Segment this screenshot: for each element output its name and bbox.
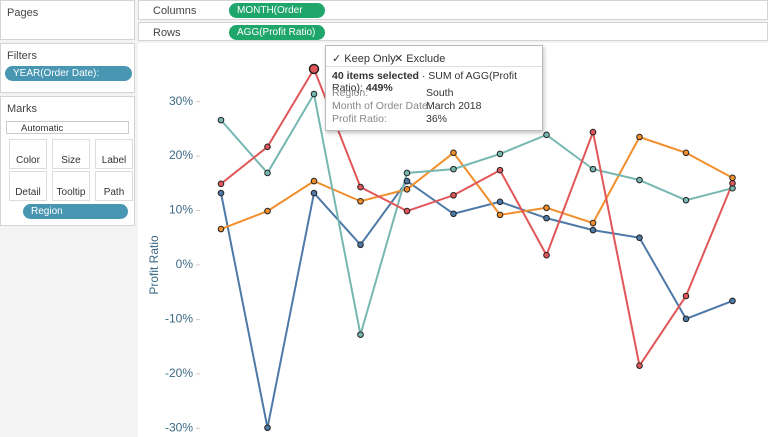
data-point[interactable]: [543, 251, 550, 259]
pages-panel: Pages: [0, 0, 135, 40]
data-point[interactable]: [217, 189, 225, 197]
data-point[interactable]: [682, 292, 690, 300]
data-point[interactable]: [310, 90, 318, 98]
data-point[interactable]: [636, 176, 643, 184]
data-point[interactable]: [682, 315, 690, 323]
data-point[interactable]: [589, 128, 597, 136]
y-tick-label: -20%: [165, 366, 193, 380]
data-point[interactable]: [543, 214, 550, 222]
y-tick-label: 30%: [169, 94, 193, 108]
data-point[interactable]: [403, 185, 411, 193]
y-tick-label: 10%: [169, 203, 193, 217]
data-point[interactable]: [264, 169, 271, 177]
rows-pill[interactable]: AGG(Profit Ratio): [229, 25, 325, 40]
data-point[interactable]: [496, 211, 504, 219]
filters-title: Filters: [7, 50, 37, 62]
data-point[interactable]: [264, 143, 271, 151]
y-tick-label: 20%: [169, 148, 193, 162]
mark-button[interactable]: Label: [95, 139, 133, 169]
y-tick-label: -30%: [165, 420, 193, 434]
field-value: March 2018: [426, 100, 482, 112]
data-point[interactable]: [450, 191, 457, 199]
y-tick-label: 0%: [176, 257, 194, 271]
rows-label: Rows: [153, 27, 181, 39]
data-point[interactable]: [217, 225, 225, 233]
mark-button[interactable]: Size: [52, 139, 90, 169]
keep-only[interactable]: ✓ Keep Only: [332, 53, 396, 65]
data-point[interactable]: [636, 234, 643, 242]
data-point[interactable]: [264, 207, 271, 215]
data-point[interactable]: [543, 204, 550, 212]
data-point[interactable]: [217, 180, 225, 188]
pages-title: Pages: [7, 7, 39, 19]
data-point[interactable]: [589, 226, 597, 234]
data-point[interactable]: [357, 183, 364, 191]
data-point[interactable]: [403, 177, 411, 185]
data-point[interactable]: [636, 133, 643, 141]
marks-title: Marks: [7, 103, 37, 115]
mark-button[interactable]: Detail: [9, 171, 47, 201]
data-point[interactable]: [729, 174, 736, 182]
field-name: Month of Order Date:: [332, 100, 431, 112]
data-point[interactable]: [450, 210, 457, 218]
columns-shelf: Columns MONTH(Order Da..: [138, 0, 768, 31]
field-value: South: [426, 87, 454, 99]
data-point[interactable]: [729, 297, 736, 305]
y-tick-label: -10%: [165, 312, 193, 326]
data-point[interactable]: [496, 198, 504, 206]
series-line: [220, 179, 733, 428]
exclude[interactable]: ✕ Exclude: [394, 53, 446, 65]
mark-type-dropdown[interactable]: Automatic: [6, 121, 129, 134]
data-point[interactable]: [357, 331, 364, 338]
filter-pill[interactable]: YEAR(Order Date): 2018: [5, 66, 132, 94]
mark-button[interactable]: Path: [95, 171, 133, 201]
data-point[interactable]: [682, 149, 690, 157]
data-point[interactable]: [403, 207, 411, 215]
data-point[interactable]: [450, 165, 457, 173]
field-name: Profit Ratio:: [332, 113, 387, 125]
y-axis-title: Profit Ratio: [147, 235, 161, 295]
data-point[interactable]: [589, 165, 597, 173]
marks-panel: Marks Automatic Color Size Label Detail Tool…: [0, 96, 135, 226]
summary: · SUM of AGG(Profit Ratio):: [332, 70, 517, 94]
data-point[interactable]: [357, 197, 364, 205]
data-point[interactable]: [450, 149, 457, 157]
data-point[interactable]: [310, 177, 318, 185]
data-point[interactable]: [357, 241, 364, 249]
rows-shelf: Rows AGG(Profit Ratio): [138, 22, 768, 41]
summary-total: 449%: [365, 82, 393, 94]
data-point[interactable]: [682, 196, 690, 204]
series-line: [220, 66, 734, 369]
data-point[interactable]: [496, 166, 504, 174]
data-point[interactable]: [636, 362, 643, 369]
field-name: Region:: [332, 87, 369, 99]
columns-label: Columns: [153, 5, 197, 17]
filters-panel: Filters YEAR(Order Date): 2018: [0, 43, 135, 94]
data-point[interactable]: [308, 63, 320, 75]
columns-pill[interactable]: MONTH(Order Da..: [229, 3, 325, 31]
data-point[interactable]: [264, 424, 271, 432]
data-point[interactable]: [589, 219, 597, 227]
selected-count: 40 items selected: [332, 70, 419, 82]
series-line: [220, 91, 733, 335]
data-point[interactable]: [496, 150, 504, 158]
data-point[interactable]: [543, 131, 550, 139]
data-point[interactable]: [217, 116, 225, 124]
field-value: 36%: [426, 113, 448, 125]
tooltip: ✓ Keep Only ✕ Exclude 40 items selected …: [325, 45, 543, 131]
mark-button[interactable]: Color: [9, 139, 47, 169]
data-point[interactable]: [729, 179, 736, 187]
region-pill[interactable]: Region: [23, 204, 128, 219]
data-point[interactable]: [310, 189, 318, 197]
data-point[interactable]: [403, 169, 411, 177]
mark-button[interactable]: Tooltip: [52, 171, 90, 201]
